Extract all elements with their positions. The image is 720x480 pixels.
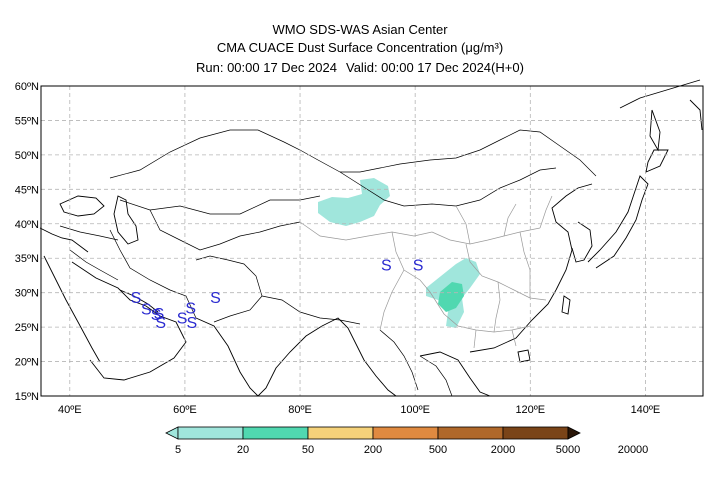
dust-marker-s: S: [155, 315, 166, 332]
border-central-asia: [149, 209, 301, 251]
graticule: [41, 85, 703, 397]
legend-swatch: [502, 426, 569, 440]
border-myanmar: [379, 329, 419, 391]
longitude-ticks: 40ºE 60ºE 80ºE 100ºE 120ºE 140ºE: [58, 404, 660, 416]
dust-marker-s: S: [151, 307, 162, 324]
dust-marker-s: S: [210, 290, 221, 307]
dust-marker-s: S: [177, 311, 188, 328]
coast-korea: [571, 221, 593, 263]
legend-swatch: [372, 426, 439, 440]
legend-label: 500: [429, 444, 447, 456]
lat-tick-label: 45ºN: [15, 184, 39, 196]
map-title: WMO SDS-WAS Asian Center: [272, 22, 448, 37]
border-kazakhstan-south: [119, 195, 321, 215]
lat-tick-label: 55ºN: [15, 115, 39, 127]
coast-red-sea: [43, 255, 101, 363]
coast-arabia: [71, 261, 187, 381]
legend-arrow-right: [567, 426, 581, 440]
lat-tick-label: 50ºN: [15, 150, 39, 162]
border-indochina: [419, 355, 453, 397]
coast-hainan: [517, 349, 531, 363]
legend-swatch: [307, 426, 374, 440]
province-borders: [299, 195, 553, 349]
border-turkey-syria: [59, 225, 119, 241]
lon-tick-label: 80ºE: [288, 404, 312, 416]
border-russia-kazakhstan: [109, 129, 341, 179]
border-india-north: [261, 295, 361, 325]
valid-time: Valid: 00:00 17 Dec 2024(H+0): [346, 60, 524, 75]
dust-weather-markers: S SSS SSS S SSS: [131, 258, 424, 332]
lat-tick-label: 30ºN: [15, 288, 39, 300]
lat-tick-label: 15ºN: [15, 391, 39, 403]
coast-black-sea: [59, 195, 105, 217]
map-area: S SSS SSS S SSS: [39, 79, 703, 397]
lat-tick-label: 60ºN: [15, 81, 39, 93]
coast-india: [195, 317, 323, 397]
lat-tick-label: 25ºN: [15, 322, 39, 334]
map-subtitle: CMA CUACE Dust Surface Concentration (μg…: [216, 40, 504, 55]
legend-swatch: [437, 426, 504, 440]
coast-japan: [587, 175, 649, 269]
dust-marker-s: S: [413, 258, 424, 275]
lat-tick-label: 20ºN: [15, 357, 39, 369]
border-afghanistan-pakistan: [195, 255, 263, 323]
lon-tick-label: 120ºE: [515, 404, 545, 416]
legend-label: 5: [175, 444, 181, 456]
dust-concentration-shading: [318, 178, 480, 328]
lon-tick-label: 60ºE: [173, 404, 197, 416]
coast-okhotsk: [619, 79, 701, 109]
lon-tick-label: 100ºE: [400, 404, 430, 416]
latitude-ticks: 60ºN 55ºN 50ºN 45ºN 40ºN 35ºN 30ºN 25ºN 20ºN 15ºN: [15, 81, 39, 403]
legend-label: 20000: [618, 444, 649, 456]
color-legend: 5 20 50 200 500 2000 5000 20000: [165, 426, 649, 456]
legend-label: 20: [237, 444, 249, 456]
legend-label: 5000: [556, 444, 580, 456]
dust-patch-sichuan-inner: [438, 282, 464, 312]
dust-patch-taklimakan-north: [318, 178, 390, 226]
legend-label: 50: [302, 444, 314, 456]
border-russia-china-mongolia: [340, 129, 597, 177]
coast-se-asia: [419, 351, 491, 397]
legend-arrow-left: [165, 426, 179, 440]
coast-hokkaido: [645, 149, 669, 173]
lon-tick-label: 40ºE: [58, 404, 82, 416]
dust-marker-s: S: [185, 300, 196, 317]
legend-swatch: [177, 426, 244, 440]
dust-marker-s: S: [381, 258, 392, 275]
run-time: Run: 00:00 17 Dec 2024: [196, 60, 337, 75]
coast-china-east: [551, 183, 593, 291]
dust-marker-s: S: [141, 302, 152, 319]
border-iran: [109, 229, 197, 319]
coast-caspian: [113, 195, 139, 245]
lat-tick-label: 40ºN: [15, 219, 39, 231]
legend-label: 200: [364, 444, 382, 456]
dust-marker-s: S: [131, 290, 142, 307]
coast-mediterranean: [39, 227, 89, 253]
dust-marker-s: S: [154, 306, 165, 323]
coast-taiwan: [561, 295, 571, 315]
lat-tick-label: 35ºN: [15, 253, 39, 265]
lon-tick-label: 140ºE: [631, 404, 661, 416]
coast-kamchatka: [689, 99, 703, 131]
dust-marker-s: S: [186, 315, 197, 332]
title-block: WMO SDS-WAS Asian Center CMA CUACE Dust …: [0, 0, 720, 80]
border-iraq-saudi: [69, 249, 119, 281]
legend-swatch: [242, 426, 309, 440]
legend-label: 2000: [491, 444, 515, 456]
map-frame: [40, 85, 704, 397]
coast-china-south: [469, 289, 557, 353]
coastlines: [39, 79, 703, 397]
coast-bay-of-bengal: [321, 317, 397, 397]
country-borders: [59, 129, 597, 397]
coast-sakhalin: [649, 109, 661, 152]
